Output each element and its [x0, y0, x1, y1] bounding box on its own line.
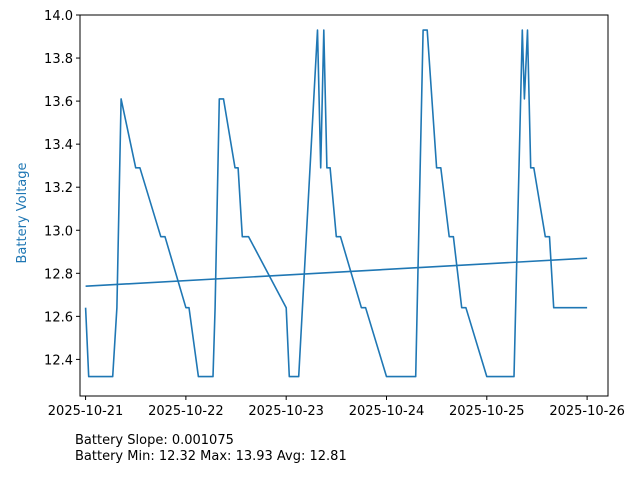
battery-minmax-text: Battery Min: 12.32 Max: 13.93 Avg: 12.81: [75, 449, 347, 464]
battery-voltage-line: [84, 29, 588, 378]
y-tick-label: 12.6: [44, 310, 73, 325]
y-axis-label: Battery Voltage: [15, 162, 30, 263]
y-tick-label: 12.8: [44, 267, 73, 282]
x-tick-label: 2025-10-21: [48, 404, 124, 419]
y-tick-label: 13.8: [44, 52, 73, 67]
y-tick-label: 13.4: [44, 138, 73, 153]
x-tick-label: 2025-10-22: [148, 404, 224, 419]
trend-line: [85, 257, 588, 287]
y-tick-label: 12.4: [44, 353, 73, 368]
y-tick-label: 13.2: [44, 181, 73, 196]
battery-slope-text: Battery Slope: 0.001075: [75, 433, 234, 448]
y-tick-label: 13.0: [44, 224, 73, 239]
y-tick-label: 14.0: [44, 9, 73, 24]
plot-frame: [79, 14, 609, 397]
y-tick-label: 13.6: [44, 95, 73, 110]
x-tick-label: 2025-10-26: [549, 404, 625, 419]
x-tick-label: 2025-10-24: [349, 404, 425, 419]
axis-ticks: 12.4 12.6 12.8 13.0 13.2 13.4 13.6 13.8 14.0 2025…: [44, 9, 625, 419]
x-tick-label: 2025-10-25: [449, 404, 525, 419]
series-lines: [84, 29, 588, 378]
x-tick-label: 2025-10-23: [248, 404, 324, 419]
